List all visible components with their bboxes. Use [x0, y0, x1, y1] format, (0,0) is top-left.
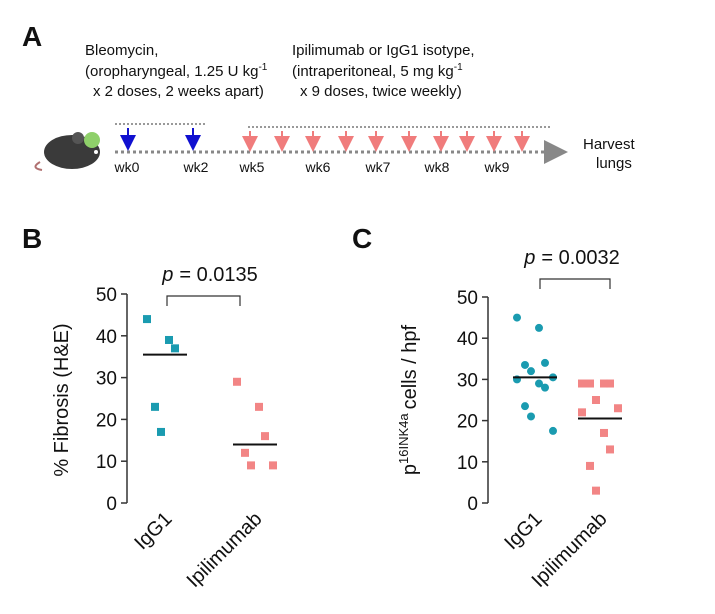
data-point [255, 402, 263, 411]
data-point [171, 344, 179, 353]
data-point [549, 426, 557, 435]
week-label: wk5 [239, 159, 265, 175]
p-value: = 0.0032 [541, 247, 619, 269]
p-value: = 0.0135 [179, 264, 257, 286]
x-tick-label: IgG1 [500, 508, 546, 554]
data-point [157, 427, 165, 436]
panel-label: C [352, 223, 372, 254]
data-point [592, 396, 600, 404]
superscript: -1 [258, 62, 267, 73]
panel-label: B [22, 223, 42, 254]
p-value: p = 0.0032 [523, 247, 620, 269]
x-tick-label: IgG1 [130, 508, 176, 554]
data-point [578, 379, 586, 388]
data-point [143, 315, 151, 324]
y-tick-label: 10 [457, 453, 478, 474]
data-point [578, 408, 586, 417]
note: Ipilimumab or IgG1 isotype, [292, 42, 475, 59]
y-tick-label: 50 [457, 288, 478, 309]
data-point [541, 358, 549, 367]
data-point [592, 486, 600, 495]
y-tick-label: 30 [96, 369, 117, 390]
y-axis-label: cells / hpf [399, 324, 421, 409]
data-point [233, 377, 241, 386]
data-point [586, 461, 594, 470]
data-point [241, 448, 249, 457]
data-point [261, 432, 269, 441]
y-tick-label: 50 [96, 285, 117, 306]
y-tick-label: 40 [457, 329, 478, 350]
data-point [606, 379, 614, 388]
superscript: 16INK4a [396, 413, 411, 464]
data-point [535, 379, 543, 388]
data-point [247, 461, 255, 470]
data-point [606, 445, 614, 454]
data-point [527, 412, 535, 421]
data-point [165, 335, 173, 344]
data-point [541, 383, 549, 392]
mouse-icon [34, 132, 100, 171]
y-tick-label: 0 [106, 494, 117, 515]
week-label: wk9 [484, 159, 510, 175]
note: Bleomycin, [85, 42, 158, 59]
data-point [586, 379, 594, 388]
data-point [535, 323, 543, 332]
week-label: wk0 [114, 159, 140, 175]
note: lungs [596, 155, 632, 172]
data-point [521, 360, 529, 369]
y-tick-label: 20 [96, 410, 117, 431]
week-label: wk7 [365, 159, 391, 175]
y-axis-label: p16INK4a cells / hpf [396, 324, 421, 475]
note: (oropharyngeal, 1.25 U kg-1 [85, 62, 268, 80]
data-point [513, 313, 521, 322]
bracket [539, 278, 611, 289]
bracket [166, 295, 241, 306]
data-point [614, 404, 622, 413]
data-point [600, 428, 608, 437]
y-tick-label: 30 [457, 370, 478, 391]
y-tick-label: 40 [96, 327, 117, 348]
panel-label: A [22, 21, 42, 52]
week-label: wk8 [424, 159, 450, 175]
note: (intraperitoneal, 5 mg kg-1 [292, 62, 463, 80]
data-point [521, 402, 529, 411]
note: x 2 doses, 2 weeks apart) [93, 83, 264, 100]
superscript: -1 [454, 62, 463, 73]
y-tick-label: 0 [467, 494, 478, 515]
y-axis-label: % Fibrosis (H&E) [51, 323, 73, 476]
note: Harvest [583, 136, 636, 153]
y-tick-label: 20 [457, 412, 478, 433]
y-tick-label: 10 [96, 452, 117, 473]
x-tick-label: Ipilimumab [183, 508, 267, 592]
week-label: wk6 [305, 159, 331, 175]
p-symbol: p [161, 264, 173, 286]
note: (intraperitoneal, 5 mg kg [292, 63, 454, 80]
data-point [527, 367, 535, 376]
note: x 9 doses, twice weekly) [300, 83, 462, 100]
p-value: p = 0.0135 [161, 264, 258, 286]
p-symbol: p [523, 247, 535, 269]
week-label: wk2 [183, 159, 209, 175]
y-axis-label: p [399, 464, 421, 475]
note: (oropharyngeal, 1.25 U kg [85, 63, 258, 80]
data-point [600, 379, 608, 388]
data-point [269, 461, 277, 470]
data-point [151, 402, 159, 411]
